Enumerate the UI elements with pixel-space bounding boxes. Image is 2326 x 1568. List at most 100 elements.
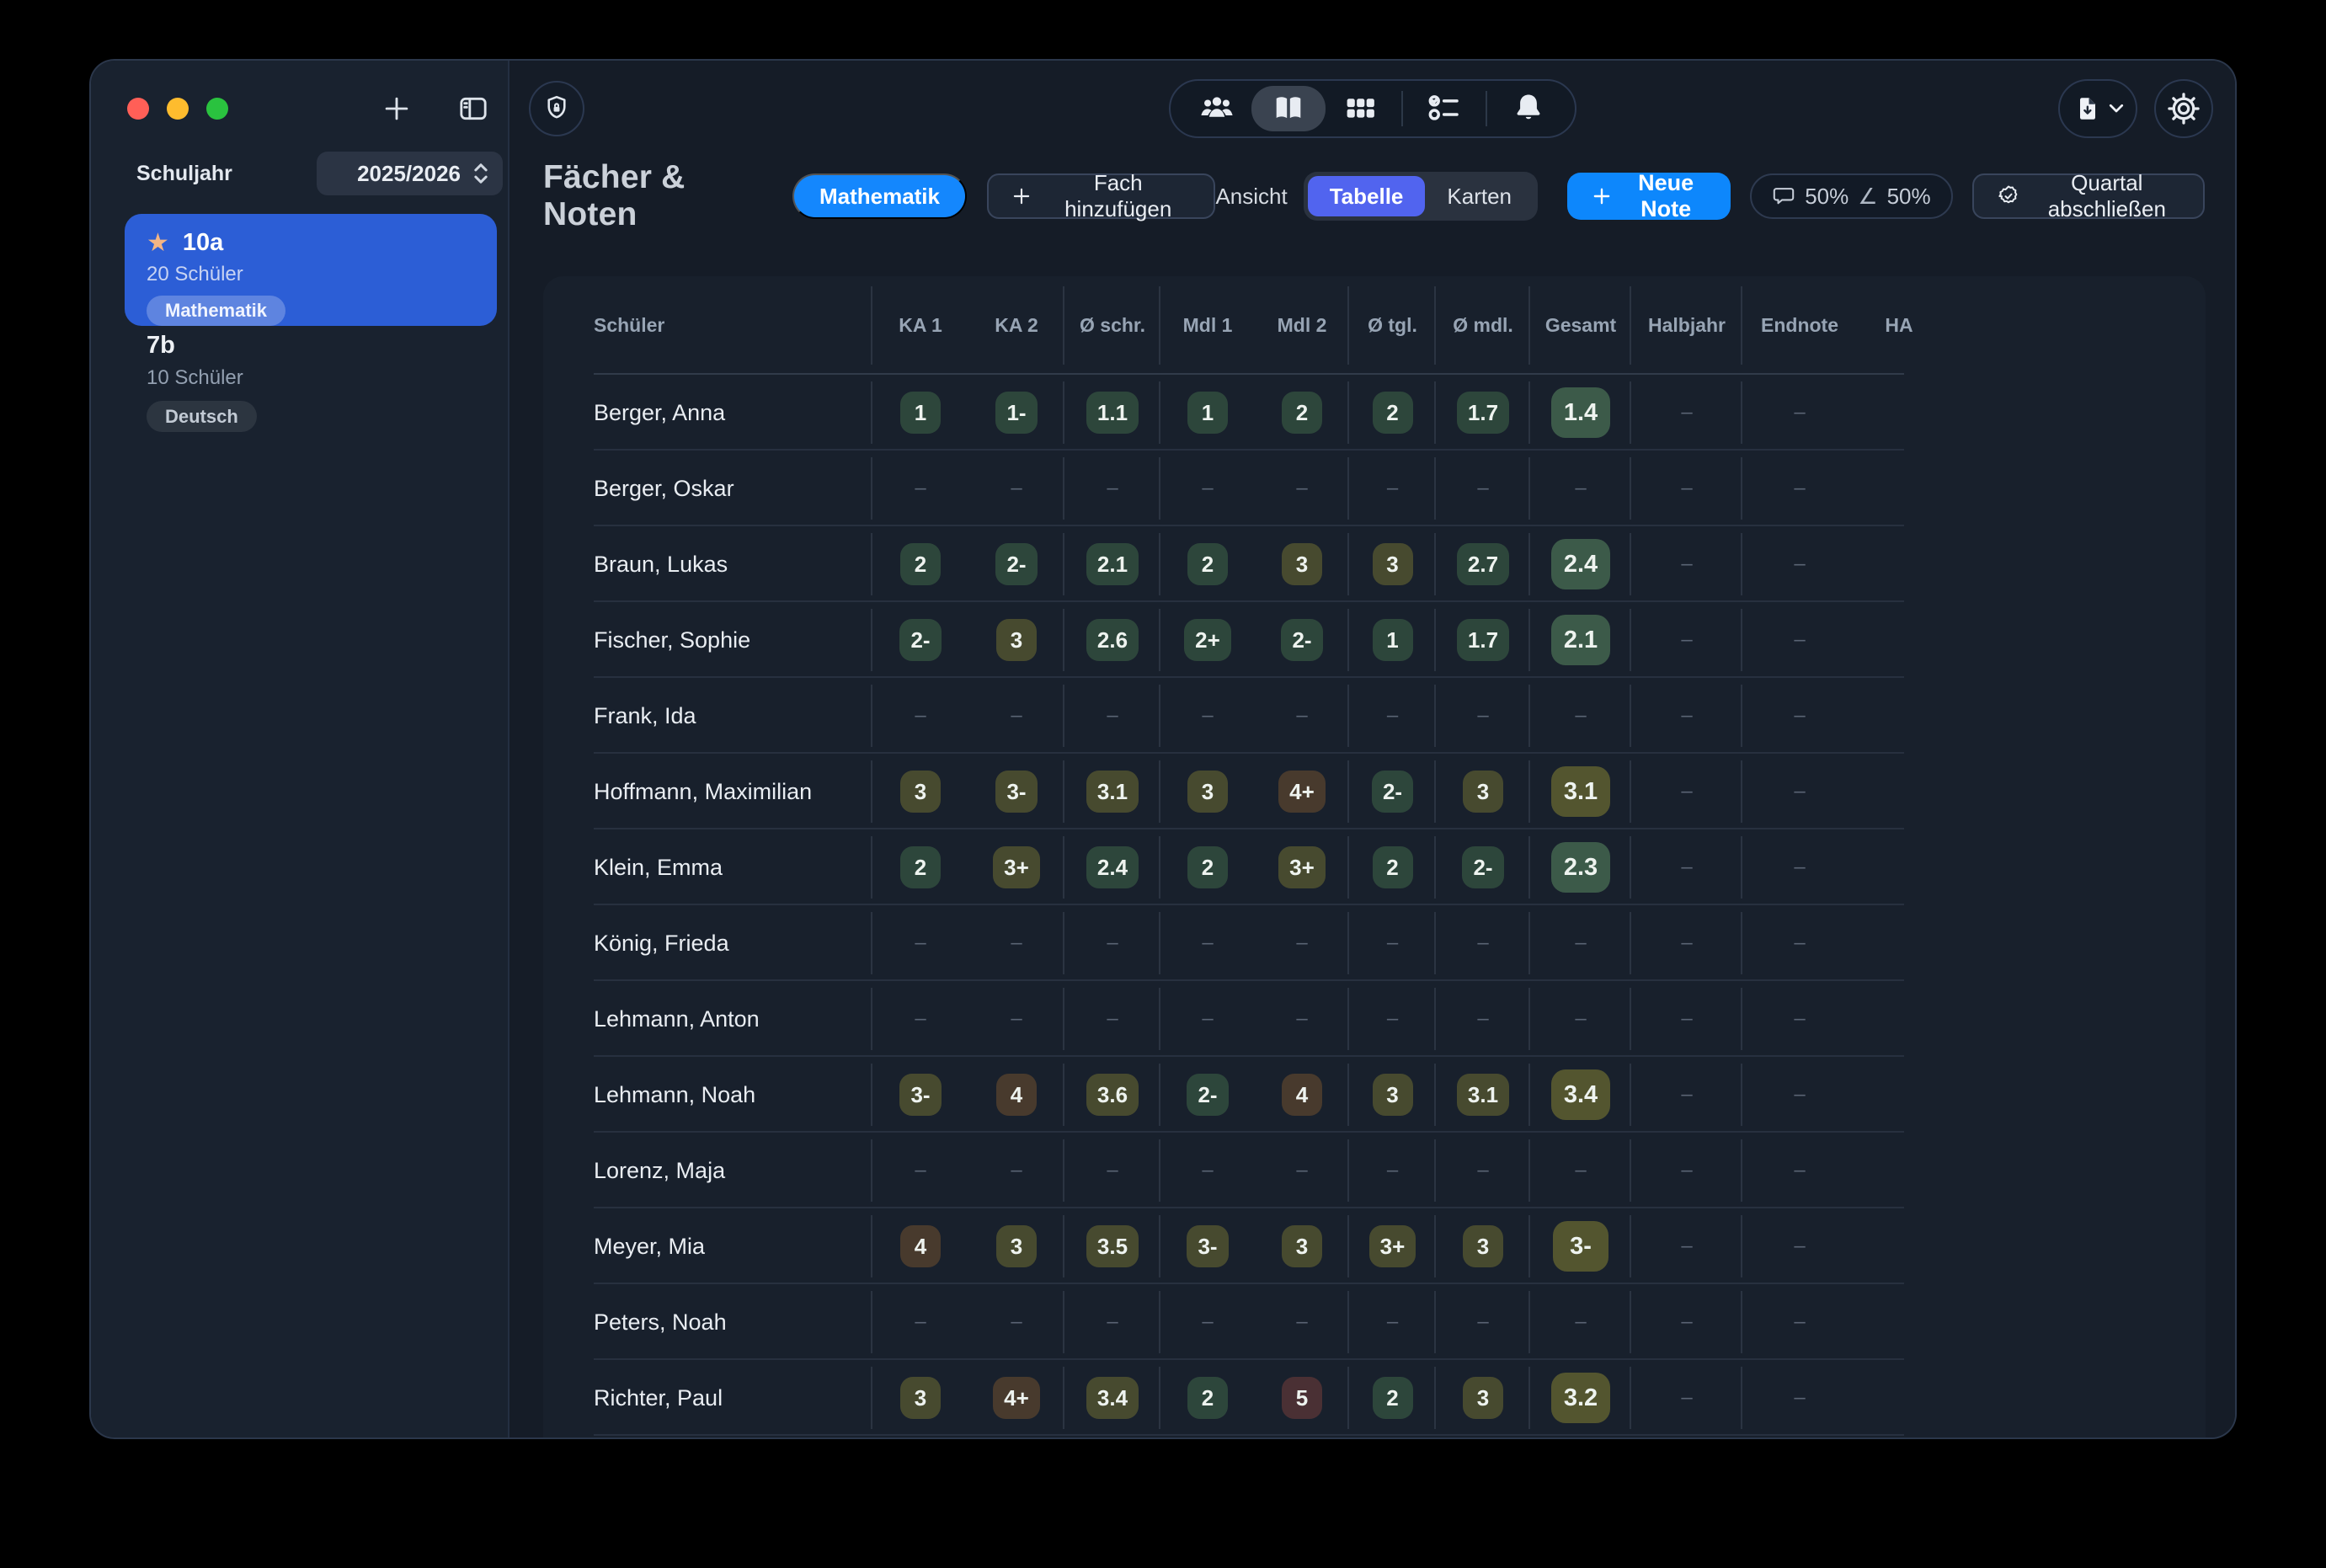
grade-chip[interactable]: 2 — [1187, 846, 1228, 888]
grade-chip[interactable]: 3+ — [1368, 1225, 1416, 1267]
grade-chip[interactable]: 5 — [1282, 1377, 1322, 1419]
grade-chip[interactable]: 3.1 — [1550, 766, 1611, 817]
grade-chip[interactable]: 1.4 — [1550, 387, 1611, 438]
grade-cell[interactable] — [1857, 981, 1941, 1057]
grade-cell[interactable]: – — [968, 981, 1064, 1057]
grade-cell[interactable]: – — [1742, 1057, 1857, 1133]
grade-cell[interactable]: 3- — [1530, 1208, 1631, 1284]
grade-chip[interactable]: 2- — [1281, 619, 1323, 661]
grade-cell[interactable]: 2.4 — [1064, 829, 1160, 905]
grade-cell[interactable]: – — [968, 905, 1064, 981]
grade-cell[interactable]: 3.1 — [1064, 754, 1160, 829]
grade-cell[interactable]: 2.6 — [1064, 602, 1160, 678]
grade-chip[interactable]: 2 — [1372, 392, 1413, 434]
grade-cell[interactable]: – — [1742, 678, 1857, 754]
grade-cell[interactable]: – — [1631, 1360, 1742, 1436]
grade-cell[interactable]: 1 — [1160, 375, 1255, 451]
grade-chip[interactable]: 2.3 — [1550, 842, 1611, 893]
grade-cell[interactable]: – — [1349, 1133, 1436, 1208]
grade-cell[interactable]: – — [1631, 1284, 1742, 1360]
grade-chip[interactable]: 3.4 — [1086, 1377, 1139, 1419]
grade-cell[interactable]: – — [1631, 678, 1742, 754]
grade-cell[interactable]: 2 — [1349, 375, 1436, 451]
grade-chip[interactable]: 3- — [995, 771, 1038, 813]
grade-cell[interactable]: 3.6 — [1064, 1057, 1160, 1133]
grade-cell[interactable]: 2 — [1160, 1360, 1255, 1436]
grade-cell[interactable] — [1857, 451, 1941, 526]
grade-cell[interactable]: 2 — [1349, 829, 1436, 905]
grade-chip[interactable]: 3 — [996, 619, 1037, 661]
grade-cell[interactable]: – — [1530, 981, 1631, 1057]
grade-cell[interactable]: – — [1160, 905, 1255, 981]
grade-cell[interactable]: – — [1742, 981, 1857, 1057]
grade-chip[interactable]: 2 — [1282, 392, 1322, 434]
grade-cell[interactable]: – — [1436, 981, 1530, 1057]
grade-cell[interactable]: 2.1 — [1064, 526, 1160, 602]
segment-table[interactable]: Tabelle — [1307, 176, 1426, 216]
grade-cell[interactable]: – — [1064, 1284, 1160, 1360]
grade-chip[interactable]: 3.2 — [1550, 1373, 1611, 1423]
grade-chip[interactable]: 2 — [1187, 1377, 1228, 1419]
tab-grid-view[interactable] — [1334, 86, 1386, 131]
grade-cell[interactable]: – — [1631, 829, 1742, 905]
grade-cell[interactable]: – — [1349, 981, 1436, 1057]
grade-cell[interactable] — [1349, 1436, 1436, 1437]
add-class-button[interactable] — [376, 88, 418, 130]
grade-cell[interactable]: 1- — [968, 375, 1064, 451]
grade-cell[interactable]: – — [1436, 678, 1530, 754]
grade-cell[interactable]: – — [968, 1284, 1064, 1360]
grade-cell[interactable]: 2- — [872, 602, 968, 678]
grade-cell[interactable]: – — [1530, 1284, 1631, 1360]
grade-cell[interactable]: – — [1349, 905, 1436, 981]
grade-cell[interactable] — [1857, 1284, 1941, 1360]
grade-chip[interactable]: 2.7 — [1456, 543, 1510, 585]
grade-chip[interactable]: 3.5 — [1086, 1225, 1139, 1267]
grade-cell[interactable]: – — [1160, 1133, 1255, 1208]
grade-cell[interactable]: – — [1631, 451, 1742, 526]
grade-cell[interactable]: 3 — [1349, 1057, 1436, 1133]
school-year-select[interactable]: 2025/2026 — [317, 152, 503, 195]
grade-cell[interactable]: – — [1742, 451, 1857, 526]
grade-cell[interactable] — [1857, 1057, 1941, 1133]
grade-cell[interactable]: – — [1255, 1133, 1349, 1208]
grade-cell[interactable]: – — [872, 905, 968, 981]
grade-chip[interactable]: 3.1 — [1456, 1074, 1510, 1116]
grade-cell[interactable]: 4+ — [1255, 754, 1349, 829]
grade-cell[interactable] — [1436, 1436, 1530, 1437]
grade-chip[interactable]: 1- — [995, 392, 1038, 434]
minimize-button[interactable] — [167, 98, 189, 120]
grade-cell[interactable] — [1857, 1436, 1941, 1437]
grade-cell[interactable]: – — [1742, 1284, 1857, 1360]
grade-cell[interactable]: – — [1064, 678, 1160, 754]
grade-cell[interactable] — [968, 1436, 1064, 1437]
grade-cell[interactable]: – — [1631, 1133, 1742, 1208]
grade-chip[interactable]: 2- — [995, 543, 1038, 585]
grade-chip[interactable]: 3 — [1187, 771, 1228, 813]
grade-cell[interactable] — [1857, 754, 1941, 829]
grade-cell[interactable]: 3- — [872, 1057, 968, 1133]
grade-cell[interactable]: – — [1349, 451, 1436, 526]
grade-chip[interactable]: 2.4 — [1086, 846, 1139, 888]
grade-cell[interactable] — [1631, 1436, 1742, 1437]
tab-students[interactable] — [1191, 86, 1243, 131]
grade-cell[interactable]: 2+ — [1160, 602, 1255, 678]
grade-chip[interactable]: 3 — [900, 1377, 941, 1419]
grade-cell[interactable]: – — [1742, 754, 1857, 829]
grade-cell[interactable]: 4+ — [968, 1360, 1064, 1436]
grade-cell[interactable]: – — [1436, 451, 1530, 526]
grade-chip[interactable]: 2 — [900, 543, 941, 585]
sidebar-item-class-7b[interactable]: 7b 10 Schüler Deutsch — [125, 332, 497, 432]
grade-cell[interactable]: – — [968, 678, 1064, 754]
grade-cell[interactable]: 1 — [1349, 602, 1436, 678]
grade-cell[interactable]: – — [1742, 1133, 1857, 1208]
grade-chip[interactable]: 2- — [1462, 846, 1504, 888]
settings-button[interactable] — [2154, 79, 2213, 138]
grade-chip[interactable]: 3 — [1282, 543, 1322, 585]
grade-cell[interactable]: – — [1631, 1208, 1742, 1284]
grade-cell[interactable]: – — [1631, 375, 1742, 451]
grade-chip[interactable]: 2.1 — [1086, 543, 1139, 585]
grade-cell[interactable]: 2.7 — [1436, 526, 1530, 602]
grade-chip[interactable]: 3.6 — [1086, 1074, 1139, 1116]
privacy-button[interactable] — [529, 81, 584, 136]
subject-badge[interactable]: Mathematik — [792, 173, 967, 219]
